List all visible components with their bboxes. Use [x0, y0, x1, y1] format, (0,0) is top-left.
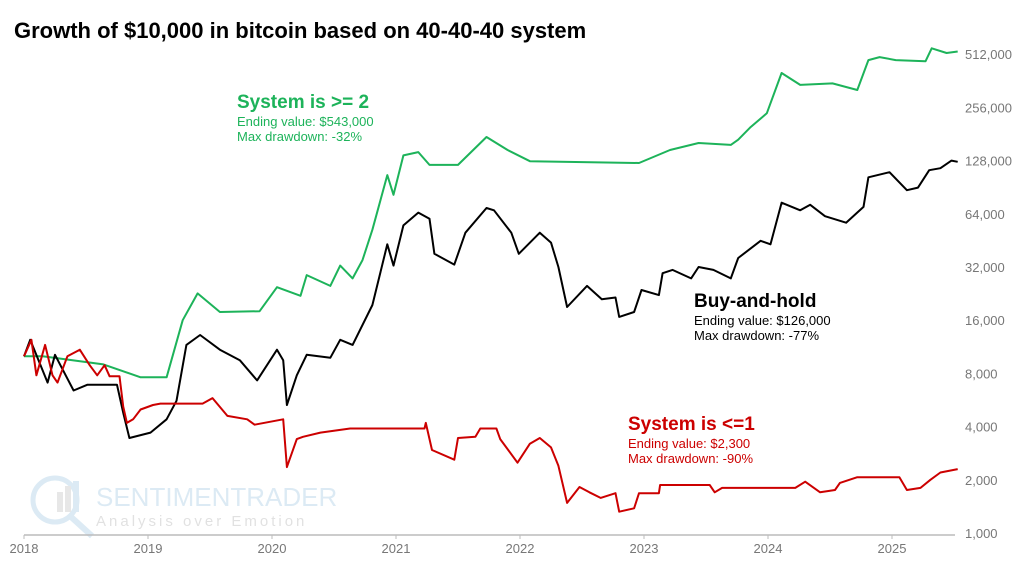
- annotation-max-drawdown: Max drawdown: -77%: [694, 328, 819, 343]
- annotation-buy-and-hold: Buy-and-hold Ending value: $126,000 Max …: [694, 291, 831, 343]
- annotation-max-drawdown: Max drawdown: -90%: [628, 451, 753, 466]
- annotation-title: System is >= 2: [237, 92, 370, 113]
- y-tick-label: 64,000: [965, 207, 1005, 222]
- watermark-brand: SENTIMENTRADER: [96, 482, 337, 512]
- watermark-magnifier-icon: [30, 475, 80, 525]
- annotation-ending-value: Ending value: $126,000: [694, 313, 831, 328]
- annotation-title: System is <=1: [628, 414, 755, 435]
- chart-title: Growth of $10,000 in bitcoin based on 40…: [14, 18, 587, 43]
- annotation-system-le-1: System is <=1 Ending value: $2,300 Max d…: [628, 414, 755, 466]
- axes: 2018 2019 2020 2021 2022 2023 2024 2025 1,000 2,0…: [10, 47, 1012, 556]
- series-line-buy-and-hold: [23, 159, 958, 439]
- y-tick-label: 1,000: [965, 526, 998, 541]
- annotation-title: Buy-and-hold: [694, 291, 817, 312]
- x-tick-label: 2025: [878, 541, 907, 556]
- watermark-logo: SENTIMENTRADER Analysis over Emotion: [30, 475, 337, 539]
- annotation-ending-value: Ending value: $543,000: [237, 114, 374, 129]
- y-tick-label: 8,000: [965, 366, 998, 381]
- y-tick-label: 4,000: [965, 420, 998, 435]
- x-tick-label: 2020: [258, 541, 287, 556]
- y-tick-label: 128,000: [965, 154, 1012, 169]
- y-tick-label: 256,000: [965, 100, 1012, 115]
- watermark-tagline: Analysis over Emotion: [96, 513, 307, 530]
- x-tick-label: 2019: [134, 541, 163, 556]
- series-line-system-is-2: [24, 47, 958, 379]
- y-tick-label: 2,000: [965, 473, 998, 488]
- x-tick-label: 2021: [382, 541, 411, 556]
- y-tick-label: 32,000: [965, 260, 1005, 275]
- series-lines: [23, 47, 958, 513]
- x-tick-label: 2023: [630, 541, 659, 556]
- annotation-system-ge-2: System is >= 2 Ending value: $543,000 Ma…: [237, 92, 374, 144]
- annotation-max-drawdown: Max drawdown: -32%: [237, 129, 362, 144]
- x-tick-label: 2022: [506, 541, 535, 556]
- series-line-system-is-1: [23, 338, 958, 513]
- y-tick-label: 512,000: [965, 47, 1012, 62]
- x-tick-label: 2024: [754, 541, 783, 556]
- annotation-ending-value: Ending value: $2,300: [628, 436, 751, 451]
- y-tick-label: 16,000: [965, 313, 1005, 328]
- x-tick-label: 2018: [10, 541, 39, 556]
